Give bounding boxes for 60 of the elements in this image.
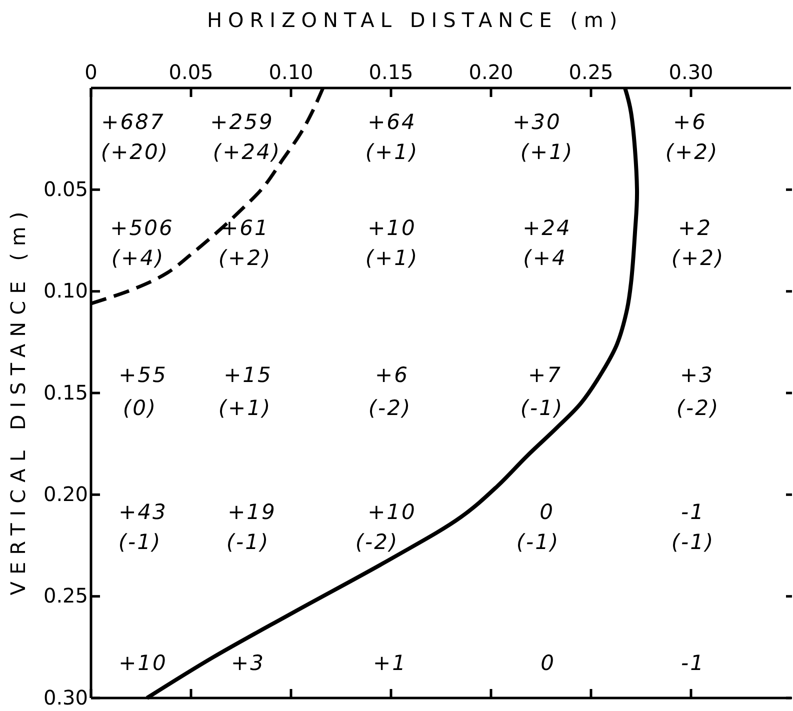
annotation: (+20) bbox=[100, 140, 170, 164]
annotation: 0 bbox=[540, 500, 554, 524]
annotation: (+1) bbox=[365, 140, 419, 164]
annotation: +30 bbox=[512, 110, 562, 134]
annotation: (+2) bbox=[665, 140, 719, 164]
annotation: (-2) bbox=[355, 530, 399, 554]
annotation: (+2) bbox=[218, 246, 272, 270]
annotation: +10 bbox=[368, 216, 416, 240]
annotation: (+1) bbox=[520, 140, 574, 164]
y-tick-label: 0.25 bbox=[43, 584, 88, 608]
annotation: (-1) bbox=[671, 530, 715, 554]
annotation: +2 bbox=[678, 216, 712, 240]
x-tick-label: 0 bbox=[84, 60, 98, 84]
annotation: +6 bbox=[673, 110, 707, 134]
annotation: (0) bbox=[122, 396, 158, 420]
annotation: +61 bbox=[220, 216, 270, 240]
x-tick-label: 0.15 bbox=[368, 60, 414, 84]
annotation: +259 bbox=[210, 110, 274, 134]
annotation: -1 bbox=[681, 500, 705, 524]
annotation: (-1) bbox=[118, 530, 162, 554]
annotation: +15 bbox=[224, 363, 272, 387]
annotation: (-2) bbox=[676, 396, 720, 420]
annotation: +64 bbox=[368, 110, 416, 134]
annotation: +24 bbox=[522, 216, 572, 240]
y-tick-label: 0.20 bbox=[43, 482, 88, 506]
annotation: +506 bbox=[110, 216, 174, 240]
y-tick-label: 0.05 bbox=[43, 177, 88, 202]
x-tick-label: 0.30 bbox=[668, 60, 714, 84]
y-tick-label: 0.30 bbox=[43, 685, 88, 710]
annotation: (-2) bbox=[368, 396, 412, 420]
x-tick-label: 0.10 bbox=[268, 60, 314, 84]
annotation: +7 bbox=[528, 363, 562, 387]
annotation: (+1) bbox=[218, 396, 272, 420]
annotation: +55 bbox=[118, 363, 168, 387]
annotation: (-1) bbox=[226, 530, 270, 554]
annotation: (+4) bbox=[111, 246, 165, 270]
x-tick-label: 0.05 bbox=[168, 60, 214, 84]
annotation: +687 bbox=[101, 110, 165, 134]
x-axis-title: HORIZONTAL DISTANCE (m) bbox=[207, 8, 624, 32]
x-tick-label: 0.20 bbox=[468, 60, 514, 84]
annotation: (-1) bbox=[516, 530, 560, 554]
annotation: +3 bbox=[680, 363, 714, 387]
annotation: +10 bbox=[368, 500, 416, 524]
annotation: +10 bbox=[118, 651, 168, 675]
annotation: +19 bbox=[228, 500, 276, 524]
y-axis-title: VERTICAL DISTANCE (m) bbox=[6, 204, 30, 596]
annotation: +1 bbox=[373, 651, 407, 675]
annotation: +43 bbox=[118, 500, 168, 524]
annotation: (+2) bbox=[671, 246, 725, 270]
annotation: -1 bbox=[681, 651, 705, 675]
annotation: (+24) bbox=[212, 140, 282, 164]
annotation: (+1) bbox=[365, 246, 419, 270]
x-tick-label: 0.25 bbox=[568, 60, 614, 84]
annotation: +6 bbox=[375, 363, 409, 387]
annotation: 0 bbox=[540, 651, 556, 675]
annotation: (+4 bbox=[523, 246, 567, 270]
y-tick-label: 0.15 bbox=[43, 380, 88, 404]
annotation: (-1) bbox=[520, 396, 564, 420]
annotation: +3 bbox=[231, 651, 265, 675]
y-tick-label: 0.10 bbox=[43, 278, 88, 303]
